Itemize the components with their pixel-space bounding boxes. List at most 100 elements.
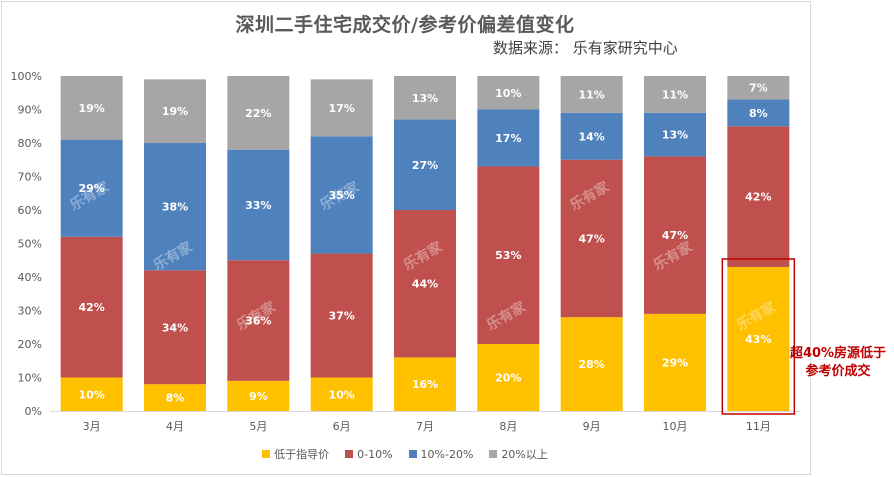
bar-segment xyxy=(144,270,206,385)
data-label: 42% xyxy=(745,191,771,204)
bar-segment xyxy=(727,266,790,411)
data-label: 19% xyxy=(162,105,188,118)
legend-item-below-guide: 低于指导价 xyxy=(262,446,329,462)
y-tick-label: 80% xyxy=(18,137,42,150)
x-tick-label: 3月 xyxy=(83,420,101,433)
callout-line-2: 参考价成交 xyxy=(805,364,871,379)
bar-segment xyxy=(560,112,623,160)
bar-segment xyxy=(644,112,706,157)
bar-segment xyxy=(310,253,373,378)
bar-segment xyxy=(394,76,456,120)
data-label: 37% xyxy=(328,310,354,323)
bar-segment xyxy=(60,377,123,411)
data-label: 22% xyxy=(245,107,271,120)
data-label: 13% xyxy=(412,92,438,105)
bar-segment xyxy=(727,126,790,267)
data-label: 16% xyxy=(412,378,438,391)
highlight-box xyxy=(721,258,796,415)
bar-segment xyxy=(310,79,373,137)
bar-segment xyxy=(227,260,290,381)
data-source: 数据来源： 乐有家研究中心 xyxy=(493,39,678,57)
y-tick-label: 10% xyxy=(18,372,42,385)
y-tick-label: 90% xyxy=(18,104,42,117)
bar-segment xyxy=(60,76,123,140)
data-label: 17% xyxy=(495,132,521,145)
x-tick-label: 9月 xyxy=(583,420,601,433)
callout-line-1: 超40%房源低于 xyxy=(789,346,887,361)
bar-segment xyxy=(560,76,623,113)
data-label: 20% xyxy=(495,372,521,385)
legend-label: 低于指导价 xyxy=(274,448,330,461)
data-label: 35% xyxy=(328,189,354,202)
bar-segment xyxy=(644,313,706,411)
bar-segment xyxy=(394,119,456,210)
legend: 低于指导价 0-10% 10%-20% 20%以上 xyxy=(0,446,810,462)
bar-segment xyxy=(477,109,540,167)
data-label: 34% xyxy=(162,321,188,334)
bar-segment xyxy=(144,384,206,411)
x-tick-label: 4月 xyxy=(166,420,184,433)
data-label: 17% xyxy=(328,102,354,115)
data-label: 33% xyxy=(245,199,271,212)
x-tick-label: 11月 xyxy=(746,420,771,433)
x-tick-label: 10月 xyxy=(663,420,688,433)
data-label: 8% xyxy=(166,392,185,405)
data-label: 53% xyxy=(495,249,521,262)
y-tick-label: 50% xyxy=(18,238,42,251)
legend-label: 20%以上 xyxy=(501,448,548,461)
y-tick-label: 0% xyxy=(25,405,42,418)
data-label: 7% xyxy=(749,82,768,95)
legend-item-0-10: 0-10% xyxy=(345,446,393,462)
data-label: 19% xyxy=(78,102,104,115)
data-label: 14% xyxy=(578,130,604,143)
data-label: 11% xyxy=(578,88,604,101)
y-tick-label: 30% xyxy=(18,305,42,318)
data-label: 47% xyxy=(578,232,604,245)
chart-title: 深圳二手住宅成交价/参考价偏差值变化 xyxy=(235,14,575,36)
bar-segment xyxy=(394,357,456,411)
data-label: 11% xyxy=(662,88,688,101)
y-tick-label: 20% xyxy=(18,338,42,351)
data-label: 36% xyxy=(245,315,271,328)
bar-segment xyxy=(60,236,123,378)
bar-segment xyxy=(310,377,373,411)
legend-swatch xyxy=(408,450,417,458)
x-tick-label: 7月 xyxy=(416,420,434,433)
data-label: 43% xyxy=(745,333,771,346)
data-label: 47% xyxy=(662,229,688,242)
legend-item-over-20: 20%以上 xyxy=(489,446,548,462)
bar-segment xyxy=(227,149,290,261)
x-tick-label: 8月 xyxy=(499,420,517,433)
bar-segment xyxy=(560,317,623,411)
bar-segment xyxy=(644,156,706,314)
bar-segment xyxy=(394,210,456,358)
bar-segment xyxy=(227,380,290,411)
data-label: 44% xyxy=(412,278,438,291)
y-tick-label: 100% xyxy=(11,70,42,83)
bar-segment xyxy=(727,76,790,100)
data-label: 13% xyxy=(662,129,688,142)
legend-swatch xyxy=(262,450,271,458)
legend-swatch xyxy=(345,450,354,458)
data-label: 27% xyxy=(412,159,438,172)
data-label: 29% xyxy=(662,356,688,369)
bar-segment xyxy=(310,136,373,254)
legend-label: 10%-20% xyxy=(420,447,474,461)
data-label: 10% xyxy=(328,388,354,401)
y-tick-label: 70% xyxy=(18,171,42,184)
bar-segment xyxy=(477,166,540,344)
data-label: 10% xyxy=(78,388,104,401)
bar-segment xyxy=(727,99,790,127)
legend-swatch xyxy=(489,450,498,458)
bar-segment xyxy=(144,143,206,271)
legend-label: 0-10% xyxy=(357,447,393,461)
data-label: 9% xyxy=(249,390,268,403)
data-label: 8% xyxy=(749,107,768,120)
x-tick-label: 5月 xyxy=(249,420,267,433)
data-label: 28% xyxy=(578,358,604,371)
data-label: 10% xyxy=(495,87,521,100)
bar-segment xyxy=(477,76,540,110)
y-tick-label: 60% xyxy=(18,204,42,217)
data-label: 29% xyxy=(78,182,104,195)
